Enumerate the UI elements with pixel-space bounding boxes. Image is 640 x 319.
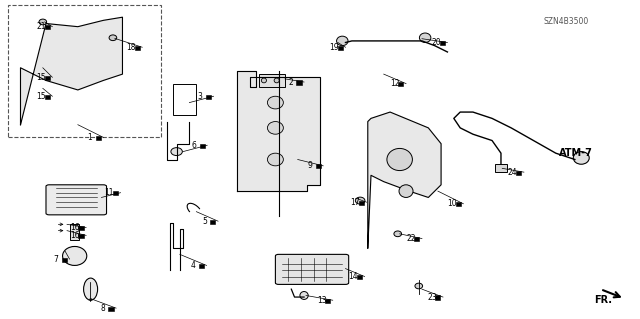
Text: SZN4B3500: SZN4B3500 — [543, 18, 588, 26]
Bar — [211, 219, 216, 224]
Text: 14: 14 — [349, 272, 358, 281]
Bar — [398, 82, 403, 86]
Text: 10: 10 — [447, 199, 457, 208]
Bar — [70, 224, 79, 240]
Bar — [414, 237, 419, 241]
Text: 23: 23 — [427, 293, 436, 301]
Polygon shape — [368, 112, 441, 248]
Ellipse shape — [387, 148, 412, 171]
Bar — [206, 95, 211, 99]
Text: 22: 22 — [406, 234, 415, 243]
Ellipse shape — [268, 96, 284, 109]
Text: 1: 1 — [88, 133, 92, 142]
Ellipse shape — [300, 292, 308, 300]
Text: 8: 8 — [100, 304, 105, 313]
Ellipse shape — [109, 35, 116, 41]
Ellipse shape — [399, 185, 413, 197]
Bar — [8, 4, 161, 137]
Text: 11: 11 — [104, 188, 114, 197]
Bar — [45, 76, 50, 80]
Ellipse shape — [84, 278, 98, 300]
Text: 4: 4 — [191, 261, 195, 270]
Ellipse shape — [268, 153, 284, 166]
Ellipse shape — [261, 78, 266, 83]
Text: 16: 16 — [70, 223, 80, 232]
Bar — [134, 46, 140, 50]
Text: 3: 3 — [198, 92, 202, 101]
Bar — [325, 299, 330, 303]
Ellipse shape — [573, 152, 589, 164]
Ellipse shape — [171, 148, 182, 156]
Text: 2: 2 — [288, 78, 293, 86]
Bar — [79, 226, 84, 230]
Text: 9: 9 — [307, 161, 312, 170]
Polygon shape — [237, 71, 320, 191]
Text: 18: 18 — [126, 43, 136, 52]
Ellipse shape — [268, 122, 284, 134]
Bar — [296, 80, 301, 85]
Bar — [45, 25, 50, 29]
Text: 15: 15 — [36, 73, 46, 82]
Bar — [108, 307, 113, 311]
Bar — [173, 84, 196, 115]
Bar — [79, 234, 84, 238]
Ellipse shape — [355, 197, 365, 204]
Text: FR.: FR. — [594, 295, 612, 305]
FancyBboxPatch shape — [46, 185, 106, 215]
Polygon shape — [20, 17, 122, 125]
Bar — [45, 95, 50, 99]
Bar — [359, 201, 364, 205]
Text: ATM-7: ATM-7 — [559, 148, 593, 158]
Ellipse shape — [39, 19, 47, 25]
Text: 7: 7 — [54, 255, 58, 263]
Bar — [200, 144, 205, 148]
Text: 20: 20 — [431, 38, 441, 47]
Bar — [316, 164, 321, 168]
Text: 13: 13 — [317, 296, 326, 305]
Bar — [495, 164, 507, 172]
Bar — [357, 275, 362, 279]
Text: 17: 17 — [351, 198, 360, 207]
Bar — [113, 191, 118, 195]
Ellipse shape — [63, 247, 87, 265]
Text: 21: 21 — [36, 22, 46, 31]
Bar — [440, 41, 445, 45]
Ellipse shape — [394, 231, 401, 237]
Bar — [338, 46, 343, 50]
Text: 19: 19 — [330, 43, 339, 52]
Ellipse shape — [415, 283, 422, 289]
Text: 6: 6 — [191, 141, 196, 150]
Text: 24: 24 — [508, 168, 518, 177]
Text: 12: 12 — [390, 79, 399, 88]
Text: 15: 15 — [36, 92, 46, 101]
Bar — [96, 136, 100, 140]
FancyBboxPatch shape — [275, 254, 349, 285]
Text: 5: 5 — [202, 217, 207, 226]
Ellipse shape — [419, 33, 431, 42]
Ellipse shape — [274, 78, 279, 83]
Bar — [259, 74, 285, 87]
Bar — [456, 202, 461, 206]
Bar — [516, 171, 522, 175]
Bar — [199, 264, 204, 268]
Ellipse shape — [337, 36, 348, 46]
Bar — [62, 257, 67, 262]
Bar — [435, 295, 440, 300]
Text: 16: 16 — [70, 231, 80, 240]
